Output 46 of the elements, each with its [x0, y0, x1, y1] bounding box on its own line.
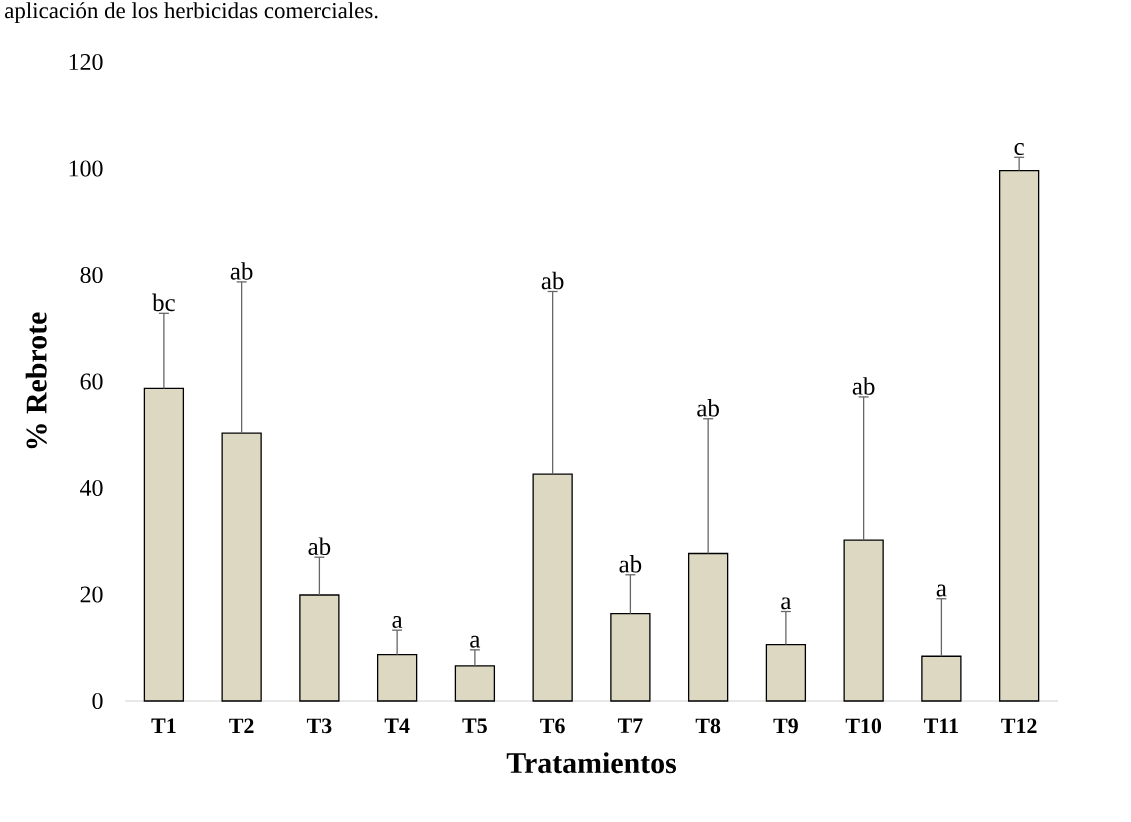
annotation: a: [392, 616, 403, 628]
bar: [143, 387, 185, 702]
x-tick-label: T5: [462, 718, 487, 734]
x-tick-label: T8: [695, 718, 721, 734]
annotation: ab: [619, 555, 642, 573]
annotation: ab: [852, 377, 875, 395]
y-tick-label: 120: [69, 53, 103, 71]
annotation: ab: [308, 537, 331, 556]
bar: [998, 169, 1040, 702]
x-tick-label: T4: [384, 718, 410, 733]
bar: [454, 665, 496, 702]
x-tick-label: T1: [151, 718, 176, 733]
text: aplicación de los herbicidas comerciales.: [5, 2, 378, 23]
y-tick-label: 100: [69, 160, 103, 177]
y-axis-title: % Rebrote: [25, 312, 47, 449]
bar: [221, 432, 262, 702]
x-axis-title: Tratamientos: [506, 752, 677, 774]
x-tick-label: T7: [617, 718, 643, 733]
x-tick-label: T6: [540, 718, 565, 734]
bar: [765, 643, 807, 702]
y-tick-label: 80: [80, 266, 103, 284]
annotation: ab: [230, 262, 253, 280]
y-tick-label: 60: [80, 373, 103, 390]
y-tick-label: 0: [92, 692, 103, 710]
bar: [610, 613, 651, 702]
x-tick-label: T9: [773, 718, 798, 734]
x-tick-label: T2: [229, 718, 254, 734]
x-tick-label: T12: [1001, 718, 1037, 734]
annotation: bc: [152, 293, 175, 312]
y-tick-label: 20: [80, 586, 103, 603]
bar: [687, 552, 729, 702]
annotation: ab: [541, 271, 564, 290]
x-tick-label: T10: [845, 718, 882, 734]
bar: [843, 539, 884, 702]
annotation: a: [936, 584, 947, 597]
x-tick-label: T3: [306, 718, 332, 734]
annotation: ab: [697, 399, 719, 417]
y-tick-label: 40: [80, 479, 103, 497]
annotation: a: [470, 635, 481, 648]
bar: [532, 473, 573, 702]
bar: [299, 594, 340, 702]
bar: [376, 654, 418, 702]
x-tick-label: T11: [924, 718, 958, 733]
annotation: c: [1014, 143, 1024, 156]
bar: [921, 655, 962, 702]
annotation: a: [781, 597, 792, 610]
